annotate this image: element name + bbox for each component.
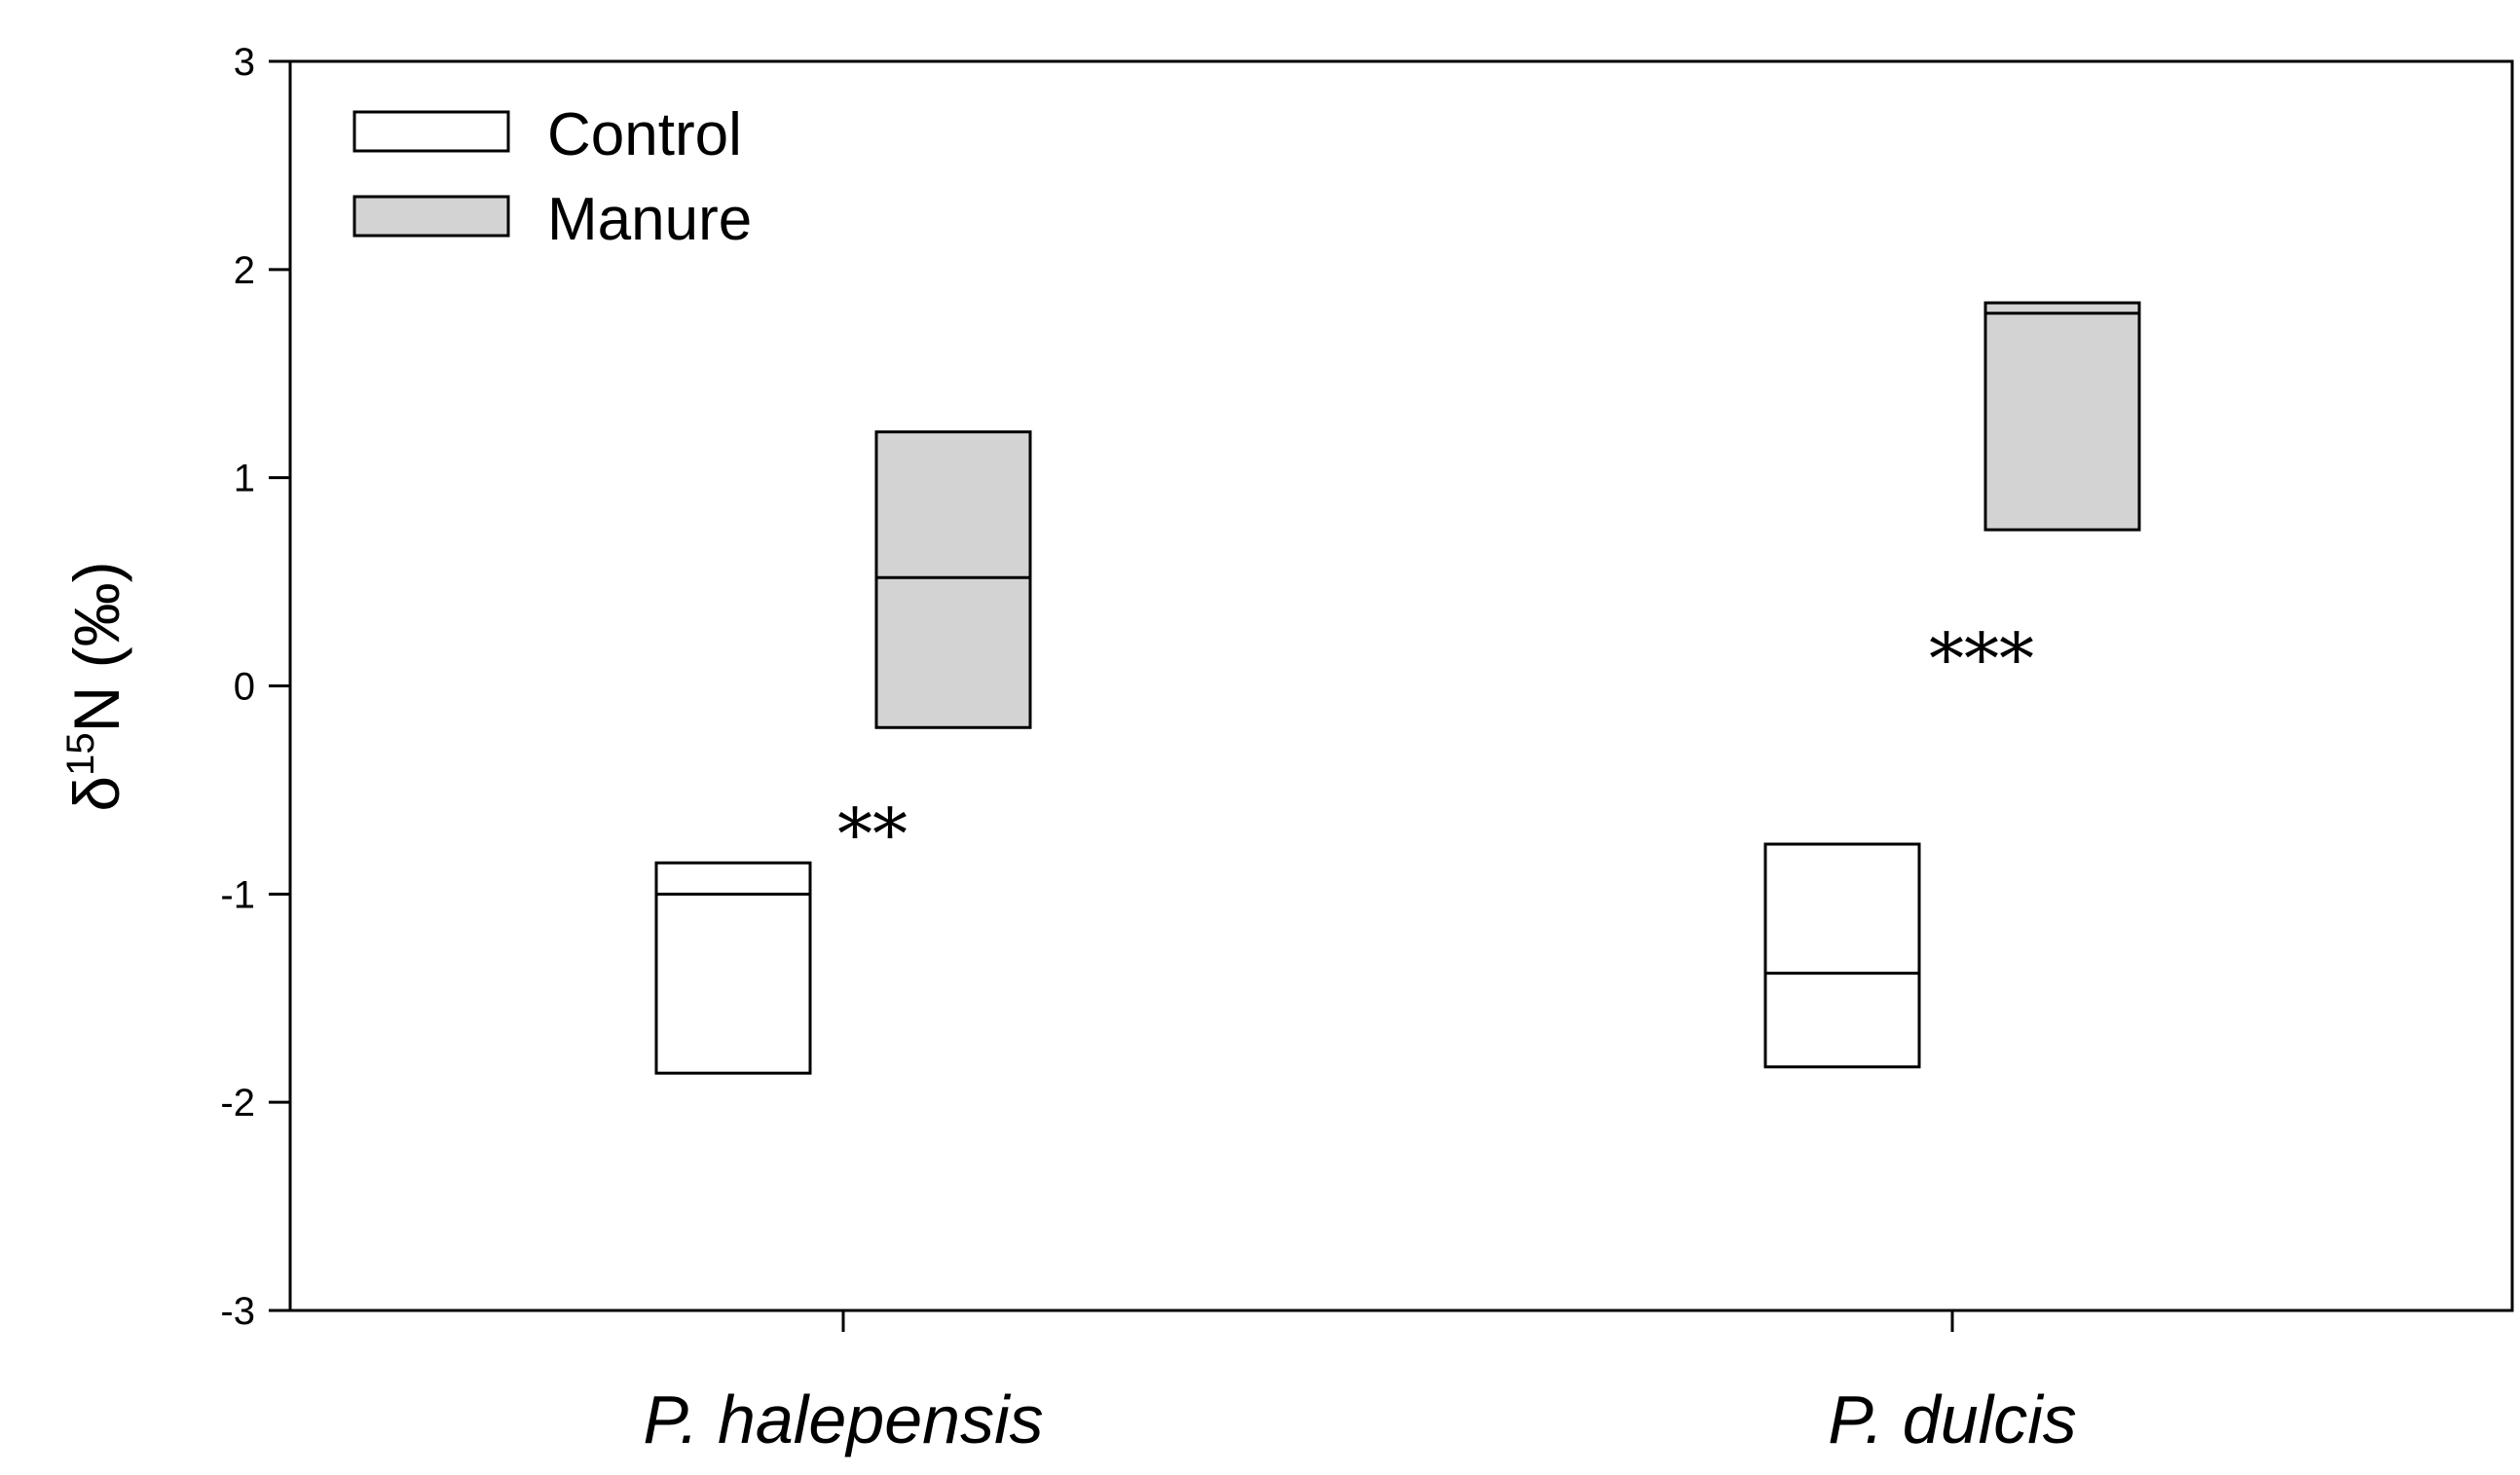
x-category-label: P. halepensis bbox=[643, 1382, 1043, 1457]
box-manure bbox=[1983, 301, 2141, 532]
box-control bbox=[1763, 842, 1921, 1069]
legend-label-manure: Manure bbox=[547, 186, 752, 253]
y-axis-title-prefix: δ bbox=[60, 776, 132, 812]
boxes-group bbox=[654, 301, 2141, 1075]
y-tick-label: -3 bbox=[220, 1290, 255, 1333]
legend-label-control: Control bbox=[547, 101, 742, 168]
y-axis: 3 2 1 0 -1 -2 -3 bbox=[220, 41, 290, 1333]
significance-label: ** bbox=[837, 793, 908, 874]
legend-swatch-control bbox=[352, 110, 510, 153]
legend-swatch-manure bbox=[352, 195, 510, 238]
y-tick-label: -1 bbox=[220, 873, 255, 916]
legend: Control Manure bbox=[352, 101, 752, 253]
y-axis-title-suffix: N (‰) bbox=[60, 561, 132, 732]
y-tick-label: -2 bbox=[220, 1082, 255, 1125]
x-axis: P. halepensis P. dulcis bbox=[643, 1310, 2077, 1457]
box-control bbox=[654, 861, 812, 1075]
box-manure bbox=[874, 430, 1032, 729]
y-axis-title: δ15N (‰) bbox=[59, 561, 132, 811]
x-category-label: P. dulcis bbox=[1828, 1382, 2077, 1457]
y-tick-label: 1 bbox=[234, 458, 255, 500]
y-tick-label: 3 bbox=[234, 41, 255, 84]
y-axis-title-superscript: 15 bbox=[59, 732, 102, 776]
y-tick-label: 0 bbox=[234, 666, 255, 709]
significance-group: ***** bbox=[837, 618, 2034, 875]
y-tick-label: 2 bbox=[234, 249, 255, 292]
significance-label: *** bbox=[1929, 618, 2034, 700]
